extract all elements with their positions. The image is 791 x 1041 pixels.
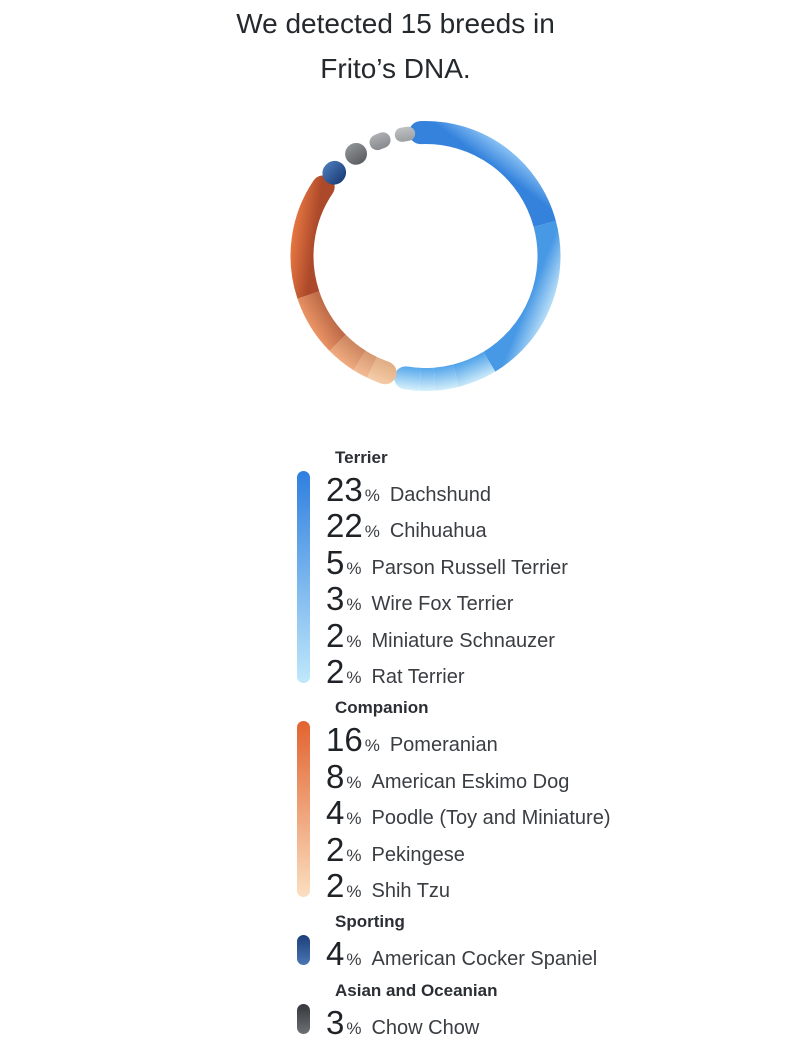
grey2 (402, 134, 408, 135)
Dachshund (421, 133, 545, 224)
Pomeranian (302, 187, 323, 295)
American Eskimo Dog (308, 295, 337, 343)
Pekingese (360, 360, 372, 367)
grey1 (377, 140, 382, 142)
Wire Fox Terrier (435, 376, 456, 380)
Poodle (Toy and Miniature) (338, 343, 360, 361)
Parson Russell Terrier (456, 362, 489, 376)
Chihuahua (489, 224, 549, 362)
American Cocker Spaniel (334, 172, 335, 173)
